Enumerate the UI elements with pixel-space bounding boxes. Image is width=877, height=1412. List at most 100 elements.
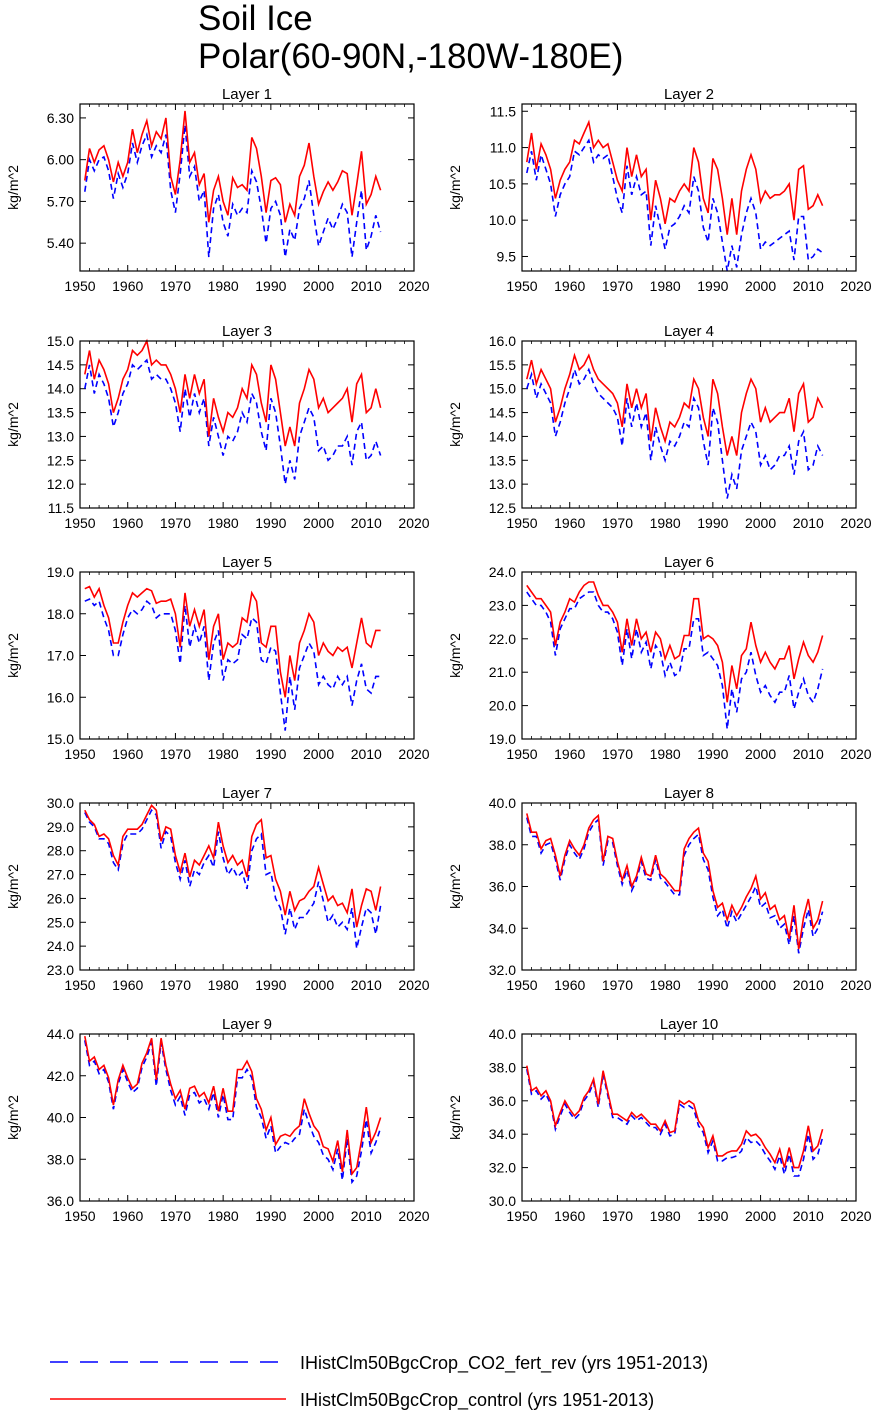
x-tick-label: 1950 — [506, 746, 537, 762]
x-tick-label: 2010 — [351, 977, 382, 993]
y-tick-label: 11.5 — [48, 500, 74, 516]
panel-3: Layer 3 kg/m^2 1950 1960 1970 1980 1990 2000 201… — [5, 323, 430, 531]
panel-title: Layer 4 — [664, 323, 714, 340]
x-tick-label: 2000 — [745, 515, 776, 531]
y-tick-label: 36.0 — [489, 1093, 516, 1109]
y-tick-label: 30.0 — [489, 1193, 516, 1209]
x-tick-label: 2010 — [793, 746, 824, 762]
y-tick-label: 23.0 — [489, 597, 516, 613]
y-tick-label: 9.5 — [497, 248, 517, 264]
x-tick-label: 1960 — [554, 746, 585, 762]
x-tick-label: 2010 — [351, 278, 382, 294]
y-tick-label: 16.0 — [47, 689, 74, 705]
series-line-co2-fert-rev — [84, 358, 382, 485]
y-tick-label: 12.0 — [47, 476, 74, 492]
x-tick-label: 1970 — [160, 1208, 191, 1224]
y-tick-label: 13.0 — [489, 476, 516, 492]
x-tick-label: 1950 — [506, 1208, 537, 1224]
x-tick-label: 1950 — [64, 746, 95, 762]
series-line-control — [84, 110, 382, 223]
y-tick-label: 36.0 — [489, 879, 516, 895]
x-tick-label: 2010 — [351, 1208, 382, 1224]
x-tick-label: 2020 — [840, 1208, 871, 1224]
x-tick-label: 1950 — [64, 278, 95, 294]
chart-panels: Layer 1 kg/m^2 1950 1960 1970 1980 1990 2000 201… — [5, 86, 872, 1224]
y-tick-label: 5.70 — [47, 193, 74, 209]
y-tick-label: 40.0 — [47, 1110, 74, 1126]
series-line-control — [526, 1065, 824, 1169]
x-tick-label: 1990 — [255, 977, 286, 993]
x-tick-label: 1970 — [160, 515, 191, 531]
x-tick-label: 2010 — [793, 977, 824, 993]
x-tick-label: 2000 — [303, 278, 334, 294]
y-tick-label: 18.0 — [47, 606, 74, 622]
x-tick-label: 1960 — [112, 746, 143, 762]
x-tick-label: 1950 — [506, 977, 537, 993]
x-tick-label: 2010 — [793, 278, 824, 294]
x-tick-label: 1970 — [602, 746, 633, 762]
x-tick-label: 1990 — [255, 1208, 286, 1224]
x-tick-label: 1950 — [506, 515, 537, 531]
x-tick-label: 2020 — [840, 278, 871, 294]
y-tick-label: 19.0 — [47, 564, 74, 580]
x-tick-label: 2020 — [840, 515, 871, 531]
x-tick-label: 1990 — [697, 515, 728, 531]
y-axis-label: kg/m^2 — [447, 864, 463, 909]
y-tick-label: 44.0 — [47, 1026, 74, 1042]
x-tick-label: 1990 — [255, 278, 286, 294]
y-axis-label: kg/m^2 — [5, 864, 21, 909]
y-axis-label: kg/m^2 — [5, 633, 21, 678]
x-tick-label: 1970 — [160, 746, 191, 762]
y-tick-label: 32.0 — [489, 1160, 516, 1176]
y-axis-label: kg/m^2 — [447, 633, 463, 678]
y-tick-label: 23.0 — [47, 962, 74, 978]
x-tick-label: 2010 — [351, 746, 382, 762]
x-tick-label: 2000 — [303, 746, 334, 762]
panel-9: Layer 9 kg/m^2 1950 1960 1970 1980 1990 2000 201… — [5, 1016, 430, 1224]
y-tick-label: 26.0 — [47, 890, 74, 906]
panel-1: Layer 1 kg/m^2 1950 1960 1970 1980 1990 2000 201… — [5, 86, 430, 294]
y-tick-label: 12.5 — [47, 452, 74, 468]
y-tick-label: 38.0 — [489, 1059, 516, 1075]
x-tick-label: 2010 — [793, 1208, 824, 1224]
y-tick-label: 11.0 — [490, 140, 516, 156]
panel-title: Layer 3 — [222, 323, 272, 340]
x-tick-label: 2000 — [745, 746, 776, 762]
x-tick-label: 2020 — [398, 1208, 429, 1224]
y-axis-label: kg/m^2 — [447, 402, 463, 447]
series-line-co2-fert-rev — [84, 124, 382, 258]
y-tick-label: 15.0 — [489, 381, 516, 397]
legend-label-blue: IHistClm50BgcCrop_CO2_fert_rev (yrs 1951… — [300, 1353, 708, 1374]
x-tick-label: 2010 — [351, 515, 382, 531]
y-tick-label: 40.0 — [489, 1026, 516, 1042]
series-line-co2-fert-rev — [84, 598, 381, 731]
y-tick-label: 27.0 — [47, 867, 74, 883]
series-line-control — [84, 1035, 382, 1177]
panel-title: Layer 6 — [664, 554, 714, 571]
page-title: Soil Ice — [198, 0, 313, 38]
x-tick-label: 1990 — [697, 977, 728, 993]
panel-title: Layer 10 — [660, 1016, 718, 1033]
series-line-co2-fert-rev — [526, 1068, 824, 1177]
x-tick-label: 2000 — [303, 1208, 334, 1224]
x-tick-label: 1990 — [697, 1208, 728, 1224]
chart-legend: IHistClm50BgcCrop_CO2_fert_rev (yrs 1951… — [50, 1353, 708, 1411]
y-tick-label: 16.0 — [489, 333, 516, 349]
plot-frame — [521, 571, 857, 740]
y-tick-label: 13.0 — [47, 428, 74, 444]
x-tick-label: 1970 — [160, 278, 191, 294]
x-tick-label: 1960 — [112, 1208, 143, 1224]
x-tick-label: 2000 — [745, 278, 776, 294]
plot-frame — [79, 103, 415, 272]
plot-frame — [79, 571, 415, 740]
x-tick-label: 1950 — [506, 278, 537, 294]
y-axis-label: kg/m^2 — [5, 165, 21, 210]
y-tick-label: 24.0 — [489, 564, 516, 580]
y-axis-label: kg/m^2 — [5, 1095, 21, 1140]
y-tick-label: 20.0 — [489, 698, 516, 714]
y-tick-label: 40.0 — [489, 795, 516, 811]
x-tick-label: 2020 — [398, 515, 429, 531]
y-tick-label: 13.5 — [489, 452, 516, 468]
y-tick-label: 42.0 — [47, 1068, 74, 1084]
